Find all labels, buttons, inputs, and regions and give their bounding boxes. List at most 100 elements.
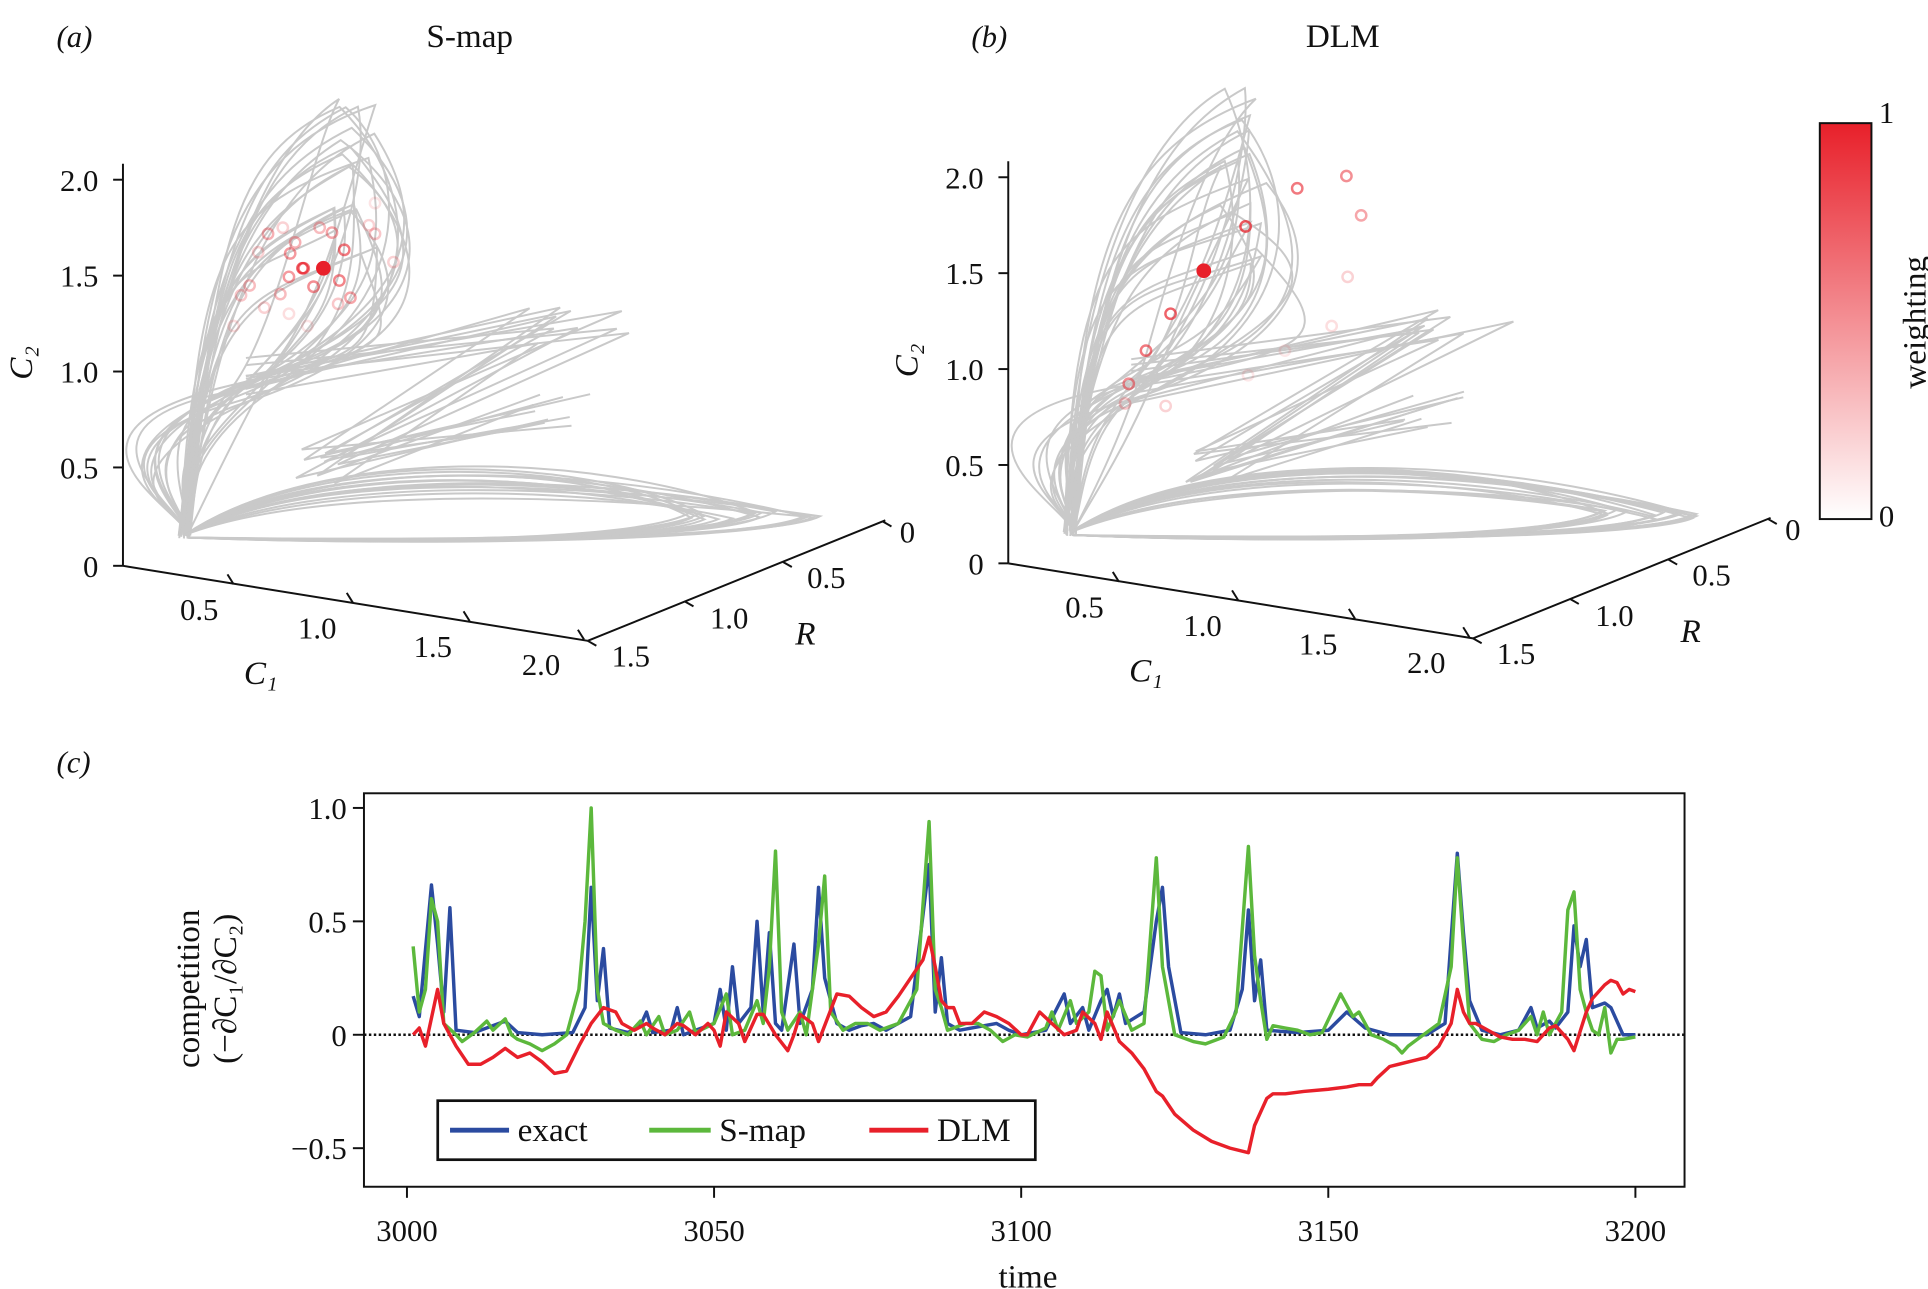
c1-tick-label: 2.0: [1407, 646, 1445, 680]
legend-label-dlm: DLM: [937, 1112, 1011, 1149]
trajectory-loop: [165, 156, 378, 537]
c2-tick-label: 1.5: [945, 257, 983, 291]
weighted-point: [307, 280, 320, 294]
weighted-point: [288, 236, 302, 249]
legend-label-exact: exact: [518, 1112, 589, 1149]
y-axis-label-line2: (−∂C₁/∂C₂): [207, 914, 244, 1064]
weighted-point: [344, 291, 357, 305]
y-axis-label-line1: competition: [170, 909, 207, 1068]
weighted-points: [1118, 169, 1368, 413]
legend-label-smap: S-map: [719, 1112, 806, 1149]
axes-3d: 0 0.5 1.0 1.5 2.0 0.5 1.0 1.5 2.0 0 0.5 1.0 1.5 R C₁ C₂: [3, 163, 915, 692]
y-tick-label: −0.5: [291, 1132, 347, 1166]
x-axis: 3000 3050 3100 3150 3200: [376, 1186, 1666, 1248]
trajectory-loop: [140, 144, 405, 537]
trajectory-loop: [1049, 211, 1294, 535]
r-tick: [1668, 558, 1678, 566]
series-line-dlm: [411, 935, 1636, 1155]
colorbar-min: 0: [1879, 499, 1894, 533]
c2-tick-label: 0: [968, 547, 983, 581]
r-tick: [882, 520, 892, 528]
c2-tick-label: 1.5: [60, 260, 98, 294]
weighted-point: [1118, 397, 1132, 410]
weighted-point: [332, 274, 346, 287]
c1-axis: [1008, 562, 1474, 640]
trajectory-loop: [183, 479, 707, 543]
weighted-point: [276, 221, 290, 235]
c2-axis-label: C₂: [888, 344, 925, 378]
r-axis-label: R: [1680, 613, 1701, 650]
trajectory-loop: [1069, 475, 1700, 538]
weighted-point: [1122, 377, 1136, 391]
weighted-point: [1278, 344, 1292, 358]
weighted-points: [227, 196, 400, 333]
x-tick-label: 3100: [990, 1214, 1051, 1248]
weighted-point: [316, 260, 331, 276]
c1-axis-label: C₁: [1129, 652, 1163, 689]
r-tick: [1569, 598, 1580, 605]
c2-tick-label: 0.5: [60, 452, 98, 486]
trajectory-loop: [1059, 220, 1253, 535]
weighted-point: [1354, 208, 1368, 222]
weighted-point: [368, 227, 382, 241]
weighted-point: [368, 196, 382, 210]
panel-label: (b): [971, 20, 1007, 54]
c1-tick: [1348, 608, 1356, 620]
y-tick-label: 0: [331, 1019, 346, 1053]
r-tick: [1767, 518, 1778, 525]
axes-3d: 0 0.5 1.0 1.5 2.0 0.5 1.0 1.5 2.0 0 0.5 1.0 1.5 R C₁ C₂: [888, 161, 1800, 689]
r-axis-label: R: [794, 616, 815, 653]
series-line-smap: [411, 806, 1636, 1055]
c2-axis-label: C₂: [3, 346, 40, 380]
c1-axis-label: C₁: [244, 655, 278, 692]
r-tick-label: 0: [900, 515, 915, 549]
trajectory-loop: [1069, 478, 1655, 540]
panel-b-dlm: (b) DLM 0 0.5 1.0 1.5 2.0 0.5 1.0 1.5 2.0 0 0.5 1.0…: [888, 18, 1800, 689]
weighted-point: [325, 226, 339, 239]
panel-title: DLM: [1306, 18, 1380, 55]
r-tick-label: 0: [1785, 513, 1800, 547]
trajectory-loop: [1064, 177, 1251, 535]
c2-tick-label: 0.5: [945, 449, 983, 483]
series-lines: [411, 806, 1636, 1155]
y-axis: −0.5 0 0.5 1.0: [291, 792, 364, 1166]
r-tick-label: 1.5: [1497, 637, 1535, 671]
plot-frame: [362, 792, 1686, 1188]
c2-tick-label: 1.0: [60, 356, 98, 390]
trajectory-loop: [1131, 332, 1465, 482]
weighted-point: [1239, 220, 1252, 233]
trajectory-loop: [1130, 309, 1452, 455]
trajectory-loop: [1051, 204, 1255, 536]
c1-tick: [345, 592, 354, 604]
colorbar: 1 0 weighting: [1818, 96, 1928, 533]
weighted-point: [331, 297, 345, 311]
c1-tick-label: 0.5: [180, 593, 218, 627]
weighted-point: [1290, 181, 1304, 195]
trajectory-loop: [245, 315, 570, 459]
weighted-point: [1139, 344, 1153, 358]
c2-tick-label: 2.0: [60, 164, 98, 198]
colorbar-label: weighting: [1897, 256, 1928, 389]
weighted-point: [283, 247, 297, 260]
trajectory-loop: [1131, 331, 1428, 472]
c1-tick: [577, 629, 585, 641]
weighted-point: [1341, 270, 1355, 284]
colorbar-gradient: [1818, 122, 1873, 521]
trajectory-loop: [1131, 317, 1429, 483]
weighted-point: [1241, 368, 1255, 382]
trajectory-loop: [154, 252, 382, 537]
x-axis-label: time: [998, 1259, 1057, 1289]
c1-tick: [462, 610, 471, 622]
weighted-point: [273, 287, 287, 301]
r-tick: [587, 639, 597, 647]
panel-label: (c): [57, 745, 91, 779]
trajectory-loop: [1130, 324, 1464, 462]
panel-a-smap: (a) S-map 0 0.5 1.0 1.5 2.0 0.5 1.0 1.5 2.0 0 0.5 1…: [3, 18, 915, 692]
panel-label: (a): [57, 20, 93, 54]
weighted-point: [1159, 399, 1173, 413]
weighted-point: [387, 255, 400, 269]
weighted-point: [1325, 319, 1339, 333]
weighted-point: [362, 218, 376, 232]
trajectory-loop: [125, 138, 411, 537]
